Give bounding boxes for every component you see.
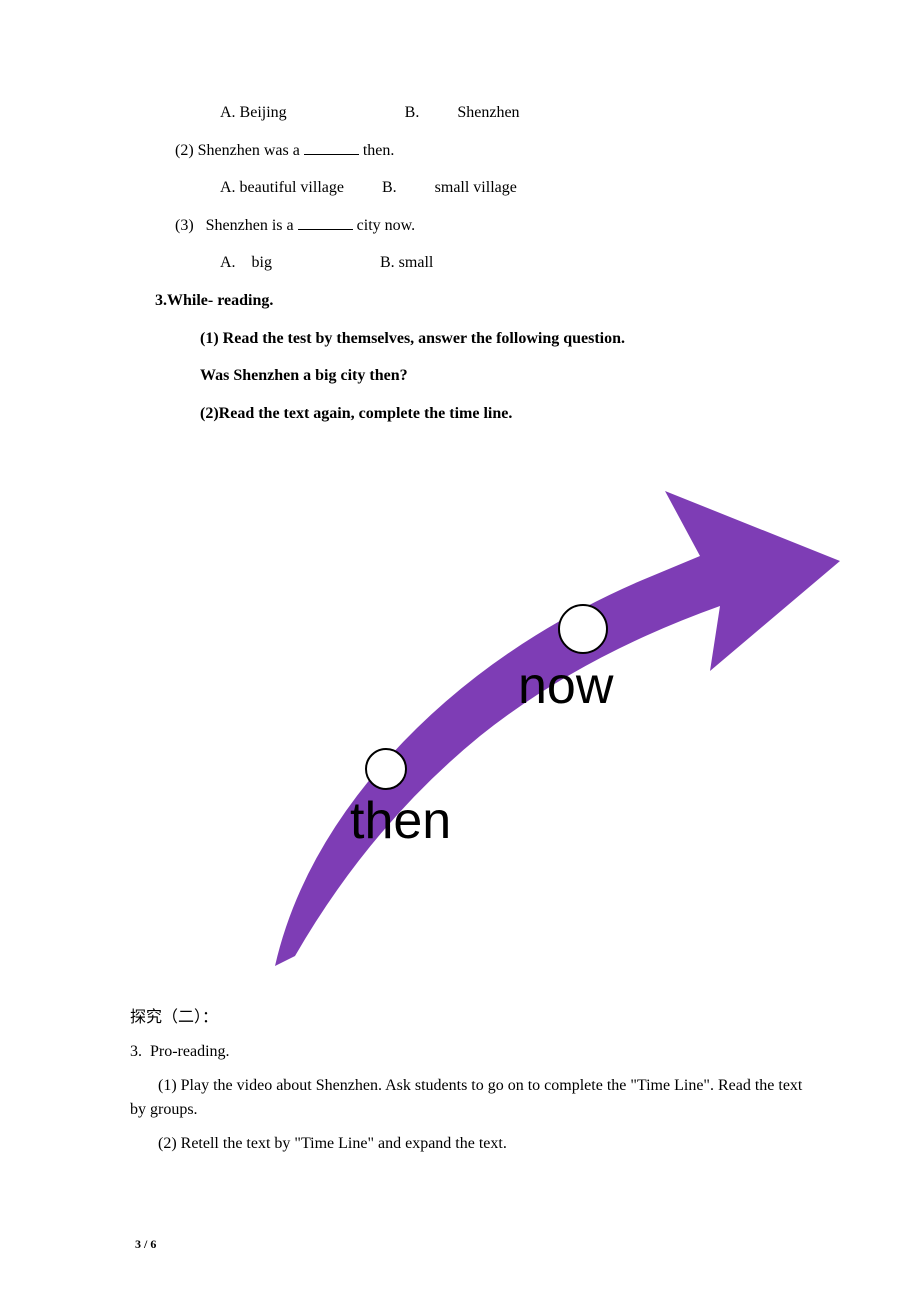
section-3-item1: (1) Read the test by themselves, answer … — [130, 326, 810, 352]
section-ex2-p2: (2) Retell the text by "Time Line" and e… — [130, 1132, 810, 1156]
q2-blank — [304, 154, 359, 155]
q3-prefix: (3) Shenzhen is a — [175, 217, 294, 234]
q3-text: (3) Shenzhen is a city now. — [130, 213, 810, 239]
q1-option-a: A. Beijing — [220, 104, 287, 121]
q3-suffix: city now. — [357, 217, 416, 234]
section-3-heading: 3.While- reading. — [130, 288, 810, 314]
q3-option-a: A. big — [220, 254, 272, 271]
q2-answers: A. beautiful village B. small village — [130, 175, 810, 201]
q2-text: (2) Shenzhen was a then. — [130, 138, 810, 164]
q2-option-a: A. beautiful village — [220, 179, 344, 196]
q3-answers: A. big B. small — [130, 250, 810, 276]
q2-prefix: (2) Shenzhen was a — [175, 142, 300, 159]
section-3-item1-q: Was Shenzhen a big city then? — [130, 363, 810, 389]
circle-now — [558, 604, 608, 654]
q2-option-b-text: small village — [435, 179, 517, 196]
q1-option-b-letter: B. — [405, 104, 420, 121]
section-3-item2: (2)Read the text again, complete the tim… — [130, 401, 810, 427]
timeline-diagram: now then — [160, 446, 840, 986]
q3-blank — [298, 229, 353, 230]
q2-suffix: then. — [363, 142, 395, 159]
page-number: 3 / 6 — [135, 1237, 156, 1252]
arrow-svg — [160, 446, 840, 986]
q3-option-b: B. small — [380, 254, 433, 271]
label-then: then — [350, 791, 451, 851]
section-ex2-p1: (1) Play the video about Shenzhen. Ask s… — [130, 1074, 810, 1122]
q2-option-b-letter: B. — [382, 179, 397, 196]
q1-option-b-text: Shenzhen — [457, 104, 519, 121]
section-ex2-item3: 3. Pro-reading. — [130, 1040, 810, 1064]
label-now: now — [518, 656, 613, 716]
section-ex2-heading: 探究（二）： — [130, 1006, 810, 1030]
q1-answers: A. Beijing B. Shenzhen — [130, 100, 810, 126]
arrow-shape — [275, 491, 840, 966]
